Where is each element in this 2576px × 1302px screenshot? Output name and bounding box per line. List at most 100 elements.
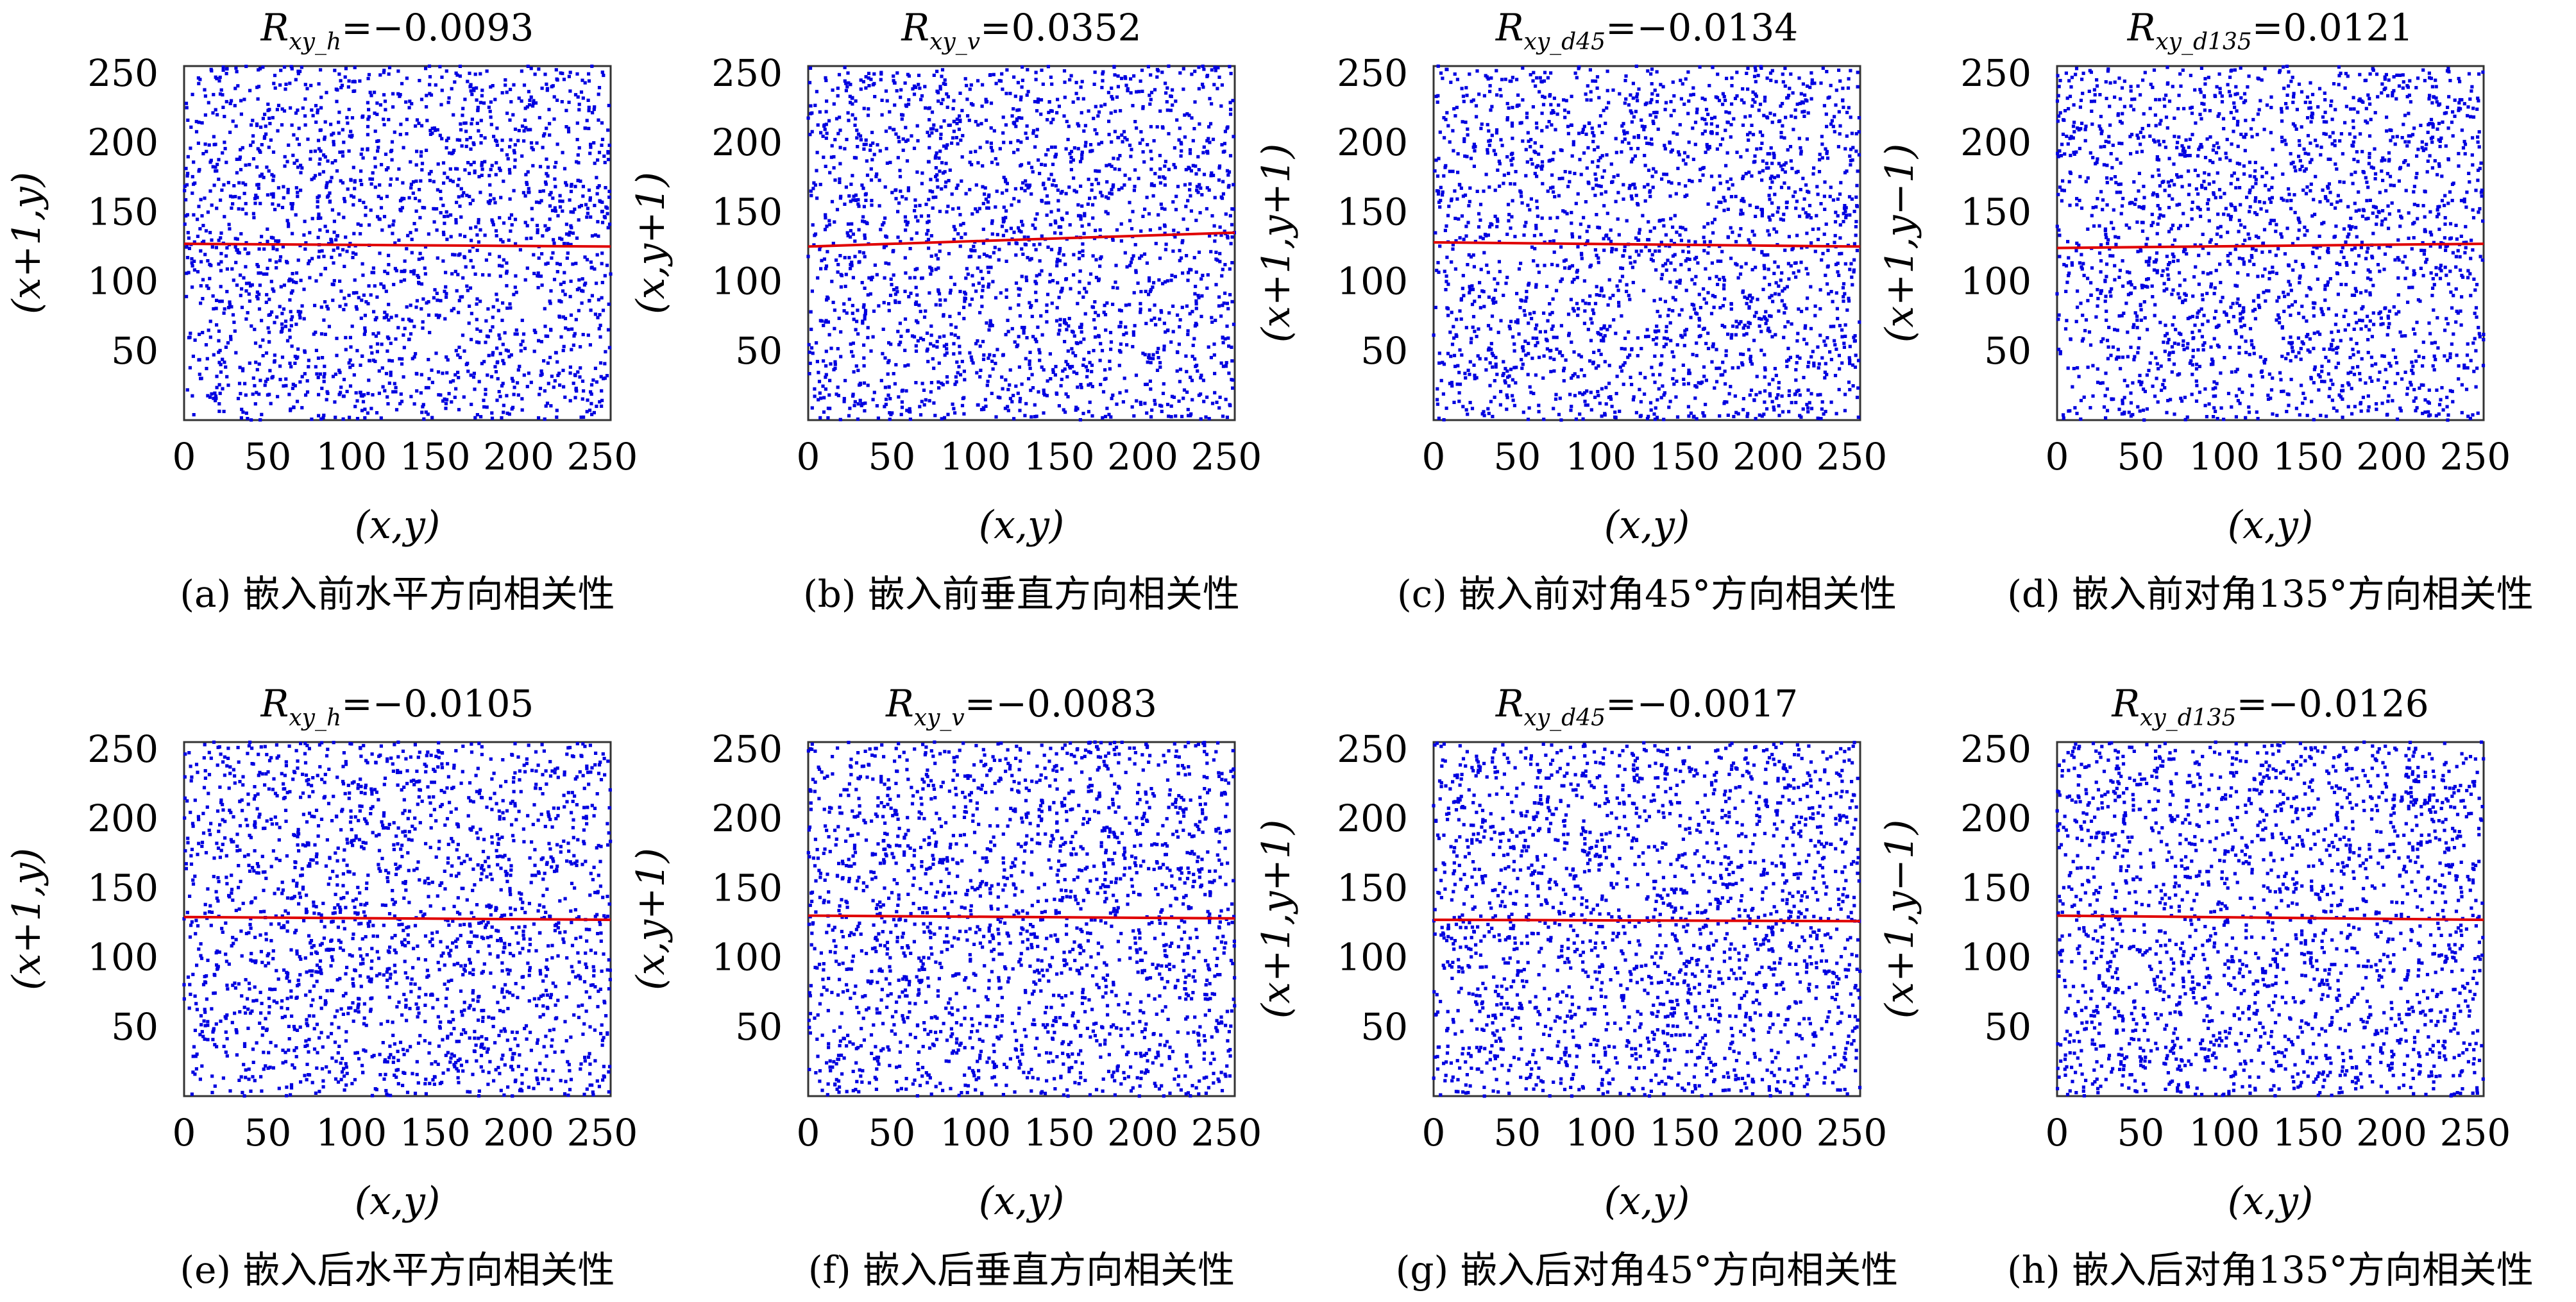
- scatter-point: [1192, 256, 1196, 260]
- scatter-point: [1209, 355, 1213, 360]
- scatter-point: [470, 402, 473, 407]
- scatter-point: [1074, 354, 1078, 358]
- scatter-point: [1084, 140, 1088, 144]
- scatter-point: [1566, 124, 1570, 128]
- scatter-point: [561, 71, 564, 76]
- scatter-point: [906, 221, 910, 224]
- scatter-point: [554, 185, 557, 189]
- scatter-point: [398, 133, 402, 137]
- scatter-point: [832, 102, 836, 106]
- scatter-point: [869, 278, 874, 282]
- scatter-point: [1057, 296, 1061, 300]
- scatter-point: [322, 413, 326, 418]
- scatter-point: [1729, 302, 1733, 306]
- scatter-point: [281, 245, 285, 249]
- scatter-point: [424, 410, 428, 414]
- scatter-point: [1842, 282, 1846, 286]
- scatter-point: [1124, 331, 1128, 335]
- scatter-point: [375, 342, 380, 346]
- scatter-point: [1843, 209, 1847, 214]
- scatter-point: [576, 178, 580, 182]
- scatter-point: [291, 289, 294, 293]
- scatter-point: [497, 166, 502, 170]
- scatter-point: [1164, 91, 1168, 95]
- scatter-point: [1762, 412, 1766, 416]
- scatter-point: [1135, 126, 1139, 130]
- scatter-point: [982, 252, 987, 256]
- scatter-point: [1083, 287, 1087, 291]
- scatter-point: [1094, 178, 1098, 182]
- scatter-point: [475, 302, 479, 306]
- scatter-point: [1664, 342, 1668, 346]
- scatter-point: [392, 283, 396, 287]
- scatter-point: [393, 267, 397, 271]
- scatter-point: [491, 220, 495, 224]
- scatter-point: [1604, 402, 1608, 406]
- scatter-point: [1464, 234, 1468, 238]
- scatter-point: [884, 402, 888, 407]
- scatter-point: [597, 298, 600, 301]
- scatter-point: [444, 271, 448, 275]
- scatter-point: [289, 106, 292, 110]
- scatter-point: [1064, 392, 1068, 396]
- scatter-point: [201, 330, 205, 335]
- scatter-point: [1843, 262, 1847, 266]
- scatter-point: [500, 384, 504, 388]
- scatter-point: [1197, 65, 1201, 69]
- scatter-point: [1749, 300, 1753, 303]
- scatter-point: [812, 181, 816, 185]
- scatter-point: [412, 355, 416, 359]
- scatter-point: [482, 360, 486, 364]
- scatter-point: [904, 126, 908, 130]
- scatter-point: [1027, 376, 1031, 381]
- scatter-point: [978, 255, 981, 259]
- scatter-point: [248, 284, 253, 288]
- scatter-point: [958, 118, 962, 123]
- scatter-point: [545, 172, 548, 176]
- scatter-point: [1057, 105, 1061, 108]
- scatter-point: [1049, 121, 1053, 124]
- scatter-point: [940, 74, 944, 78]
- scatter-point: [1049, 210, 1053, 214]
- scatter-point: [1191, 343, 1195, 348]
- scatter-point: [247, 282, 251, 285]
- scatter-point: [1654, 170, 1658, 174]
- scatter-point: [241, 367, 245, 371]
- scatter-point: [1096, 169, 1099, 173]
- scatter-point: [1090, 363, 1094, 368]
- scatter-point: [318, 157, 322, 161]
- scatter-point: [264, 351, 269, 355]
- scatter-point: [1110, 86, 1114, 90]
- scatter-point: [1642, 128, 1646, 131]
- scatter-point: [1164, 248, 1167, 251]
- scatter-point: [842, 302, 846, 306]
- scatter-point: [543, 325, 547, 328]
- scatter-point: [1065, 362, 1070, 366]
- scatter-point: [1779, 185, 1784, 189]
- scatter-point: [885, 147, 888, 151]
- scatter-point: [1021, 252, 1025, 256]
- scatter-point: [337, 368, 341, 372]
- scatter-point: [819, 131, 823, 135]
- scatter-point: [1452, 107, 1456, 111]
- scatter-point: [1592, 134, 1596, 138]
- scatter-point: [451, 253, 455, 257]
- scatter-point: [896, 330, 900, 334]
- scatter-point: [1149, 167, 1153, 171]
- scatter-point: [436, 128, 439, 131]
- scatter-point: [473, 171, 477, 174]
- scatter-point: [1094, 310, 1097, 314]
- scatter-point: [1806, 272, 1809, 276]
- scatter-point: [190, 257, 194, 261]
- scatter-point: [1099, 382, 1103, 387]
- scatter-point: [513, 151, 516, 155]
- scatter-point: [596, 185, 600, 190]
- scatter-point: [1629, 147, 1633, 151]
- scatter-point: [907, 409, 911, 413]
- scatter-point: [1223, 291, 1227, 295]
- scatter-point: [382, 215, 387, 219]
- scatter-point: [212, 135, 216, 139]
- scatter-point: [1017, 365, 1021, 369]
- scatter-point: [561, 209, 564, 213]
- scatter-point: [1040, 365, 1044, 369]
